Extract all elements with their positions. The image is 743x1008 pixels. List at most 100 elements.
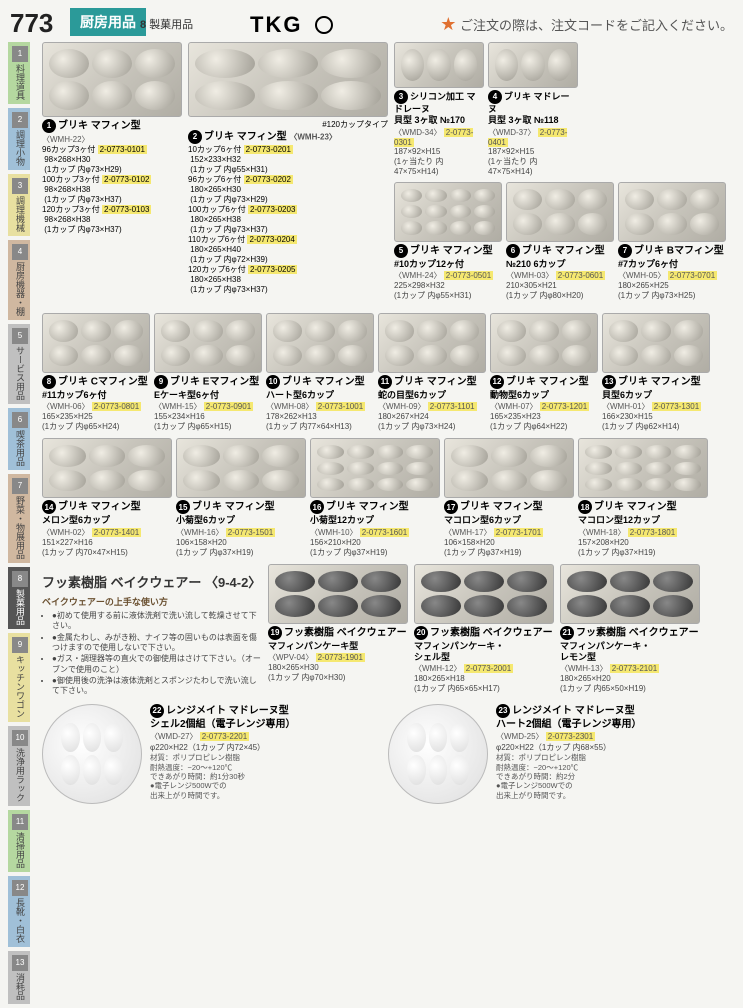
product-card: 10ブリキ マフィン型 ハート型6カップ 〈WMH-08〉 2-0773-100… xyxy=(266,313,374,432)
product-title: ブリキ マフィン型 xyxy=(410,245,493,256)
product-code: 〈WMH-07〉 2-0773-1201 xyxy=(490,401,598,412)
product-subtitle: #11カップ6ヶ付 xyxy=(42,390,150,400)
product-title: ブリキ マフィン型 xyxy=(192,502,275,513)
product-image xyxy=(444,438,574,498)
product-code: 〈WMH-05〉 2-0773-0701 xyxy=(618,270,726,281)
product-dim: 165×235×H23 xyxy=(490,412,598,421)
product-badge: 2 xyxy=(188,130,202,144)
sidebar-item: 8製菓用品 xyxy=(8,567,30,629)
sidebar-item: 1料理道具 xyxy=(8,42,30,104)
product-subtitle: 貝型6カップ xyxy=(602,390,710,400)
product-badge: 20 xyxy=(414,626,428,640)
product-subtitle: 蛇の目型6カップ xyxy=(378,390,486,400)
product-code: 〈WMH-08〉 2-0773-1001 xyxy=(266,401,374,412)
product-image xyxy=(394,42,484,88)
product-note: (1カップ 内φ37×H19) xyxy=(444,547,574,558)
product-subtitle: 貝型 3ヶ取 №118 xyxy=(488,115,578,125)
product-title: フッ素樹脂 ベイクウェアー xyxy=(284,627,407,638)
spec-row: 120カップ3ヶ付 2-0773-0103 98×268×H38 (1カップ 内… xyxy=(42,205,182,235)
tip-item: ●ガス・調理器等の直火での御使用はさけて下さい。（オーブンで使用のこと） xyxy=(52,654,262,675)
product-badge: 21 xyxy=(560,626,574,640)
product-badge: 22 xyxy=(150,704,164,718)
product-subtitle: ハート型6カップ xyxy=(266,390,374,400)
product-title: ブリキ Bマフィン型 xyxy=(634,245,724,256)
product-badge: 7 xyxy=(618,244,632,258)
spec-row: 100カップ3ヶ付 2-0773-0102 98×268×H38 (1カップ 内… xyxy=(42,175,182,205)
product-note: (1カップ 内φ65×H24) xyxy=(42,421,150,432)
product-code: 〈WMH-03〉 2-0773-0601 xyxy=(506,270,614,281)
subcategory-label: 製菓用品 xyxy=(149,19,193,31)
product-image xyxy=(42,438,172,498)
product-card: 18ブリキ マフィン型 マコロン型12カップ 〈WMH-18〉 2-0773-1… xyxy=(578,438,708,557)
product-image xyxy=(490,313,598,373)
product-code: 〈WMH-24〉 2-0773-0501 xyxy=(394,270,502,281)
product-badge: 15 xyxy=(176,500,190,514)
section-title: フッ素樹脂 ベイクウェアー 〈9-4-2〉 xyxy=(42,572,262,591)
product-card: 17ブリキ マフィン型 マコロン型6カップ 〈WMH-17〉 2-0773-17… xyxy=(444,438,574,557)
product-subtitle: メロン型6カップ xyxy=(42,515,172,525)
product-badge: 14 xyxy=(42,500,56,514)
product-image xyxy=(578,438,708,498)
product-badge: 23 xyxy=(496,704,510,718)
sidebar-item: 5サービス用品 xyxy=(8,324,30,404)
product-code: 〈WMH-13〉 2-0773-2101 xyxy=(560,663,700,674)
product-dim: 155×234×H16 xyxy=(154,412,262,421)
product-image xyxy=(310,438,440,498)
sidebar-item: 7野菜・物展用品 xyxy=(8,474,30,563)
product-dim: 106×158×H20 xyxy=(444,538,574,547)
product-title: ブリキ マフィン型 xyxy=(58,502,141,513)
product-note: (1カップ 内77×64×H13) xyxy=(266,421,374,432)
product-badge: 10 xyxy=(266,375,280,389)
product-note: (1カップ 内φ37×H19) xyxy=(176,547,306,558)
product-badge: 12 xyxy=(490,375,504,389)
product-code: 〈WMH-10〉 2-0773-1601 xyxy=(310,527,440,538)
product-dim: 157×208×H20 xyxy=(578,538,708,547)
sidebar-item: 3調理機械 xyxy=(8,174,30,236)
product-subtitle: マフィンパンケーキ・ xyxy=(560,641,700,651)
category-sidebar: 1料理道具2調理小物3調理機械4厨房機器・棚5サービス用品6喫茶用品7野菜・物展… xyxy=(8,42,36,1008)
product-title: ブリキ マフィン型 xyxy=(522,245,605,256)
product-dim: 178×262×H13 xyxy=(266,412,374,421)
product-image xyxy=(506,182,614,242)
sidebar-item: 4厨房機器・棚 xyxy=(8,240,30,320)
product-note: (1カップ 内φ62×H14) xyxy=(602,421,710,432)
product-code: 〈WMH-02〉 2-0773-1401 xyxy=(42,527,172,538)
product-title: レンジメイト マドレーヌ型 xyxy=(166,705,289,716)
spec-row: 10カップ6ヶ付 2-0773-0201 152×233×H32 (1カップ 内… xyxy=(188,145,388,175)
product-image xyxy=(42,704,142,804)
product-badge: 18 xyxy=(578,500,592,514)
product-code: 〈WMH-16〉 2-0773-1501 xyxy=(176,527,306,538)
sidebar-item: 13消耗品 xyxy=(8,951,30,1004)
product-note: (1カップ 内70×47×H15) xyxy=(42,547,172,558)
product-title: ブリキ マフィン型 xyxy=(594,502,677,513)
subcategory: 8 製菓用品 xyxy=(140,16,193,32)
product-image xyxy=(154,313,262,373)
product-note: (1カップ 内φ37×H19) xyxy=(310,547,440,558)
product-card: 16ブリキ マフィン型 小菊型12カップ 〈WMH-10〉 2-0773-160… xyxy=(310,438,440,557)
subcategory-num: 8 xyxy=(140,19,146,31)
product-image xyxy=(618,182,726,242)
product-dim: 180×265×H25 xyxy=(618,281,726,290)
sidebar-item: 12長靴・白衣 xyxy=(8,876,30,947)
product-image xyxy=(394,182,502,242)
product-dim: 156×210×H20 xyxy=(310,538,440,547)
sidebar-item: 11清掃用品 xyxy=(8,810,30,872)
product-image xyxy=(42,313,150,373)
product-dim: 180×265×H20 xyxy=(560,674,700,683)
product-subtitle: 動物型6カップ xyxy=(490,390,598,400)
tip-item: ●初めて使用する前に液体洗剤で洗い流して乾燥させて下さい。 xyxy=(52,611,262,632)
product-subtitle: Eケーキ型6ヶ付 xyxy=(154,390,262,400)
product-code: 〈WMH-22〉 xyxy=(42,134,182,145)
product-caption: #120カップタイプ xyxy=(188,119,388,130)
product-code: 〈WMH-18〉 2-0773-1801 xyxy=(578,527,708,538)
product-title: ブリキ Eマフィン型 xyxy=(170,376,259,387)
product-note: (1カップ 内φ65×H15) xyxy=(154,421,262,432)
product-subtitle: マコロン型6カップ xyxy=(444,515,574,525)
product-dim: 106×158×H20 xyxy=(176,538,306,547)
product-badge: 13 xyxy=(602,375,616,389)
product-card: 15ブリキ マフィン型 小菊型6カップ 〈WMH-16〉 2-0773-1501… xyxy=(176,438,306,557)
product-code: 〈WMH-17〉 2-0773-1701 xyxy=(444,527,574,538)
product-card: 13ブリキ マフィン型 貝型6カップ 〈WMH-01〉 2-0773-1301 … xyxy=(602,313,710,432)
product-image xyxy=(560,564,700,624)
product-dim: 180×267×H24 xyxy=(378,412,486,421)
